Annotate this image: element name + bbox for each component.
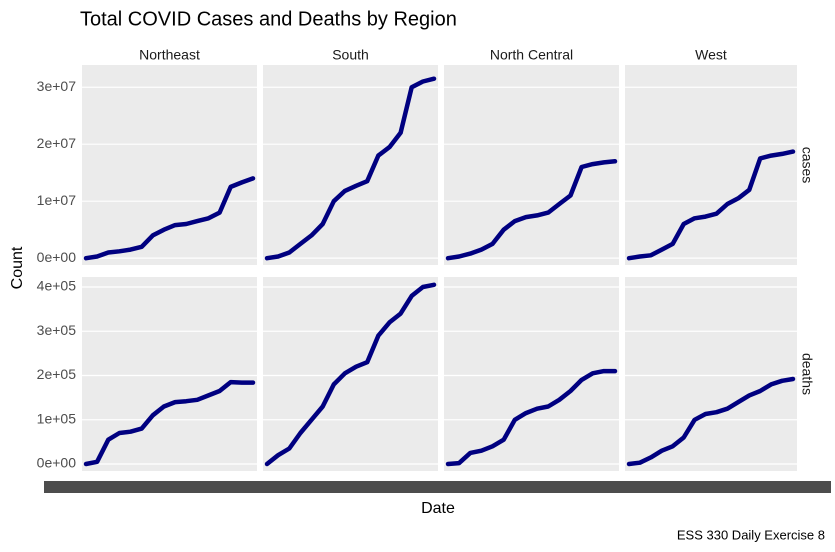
panel-background: [82, 65, 257, 265]
data-line: [626, 149, 796, 261]
y-tick-label: 2e+05: [37, 366, 77, 382]
data-line: [264, 76, 437, 261]
strip-label: deaths: [799, 353, 815, 395]
data-line: [264, 282, 437, 467]
panel-background: [625, 277, 797, 471]
caption: ESS 330 Daily Exercise 8: [677, 527, 825, 542]
strip-label: West: [695, 47, 727, 63]
strip-label: South: [332, 47, 369, 63]
panel-background: [263, 277, 438, 471]
y-tick-label: 0e+00: [37, 455, 77, 471]
strip-label: North Central: [490, 47, 573, 63]
y-tick-label: 0e+00: [37, 249, 77, 265]
chart-title: Total COVID Cases and Deaths by Region: [80, 8, 457, 30]
panel-background: [625, 65, 797, 265]
strip-label: cases: [799, 147, 815, 184]
data-line: [83, 379, 256, 467]
y-tick-label: 4e+05: [37, 278, 77, 294]
y-tick-label: 1e+05: [37, 410, 77, 426]
y-tick-label: 3e+07: [37, 78, 77, 94]
x-tick-labels-overlap: [44, 481, 831, 493]
y-tick-label: 2e+07: [37, 135, 77, 151]
strip-label: Northeast: [139, 47, 200, 63]
data-line: [626, 376, 796, 467]
data-line: [445, 368, 618, 467]
y-tick-label: 1e+07: [37, 192, 77, 208]
x-axis-title: Date: [421, 500, 455, 517]
y-tick-label: 3e+05: [37, 322, 77, 338]
data-line: [445, 159, 618, 261]
y-axis-title: Count: [9, 246, 26, 289]
data-line: [83, 176, 256, 261]
